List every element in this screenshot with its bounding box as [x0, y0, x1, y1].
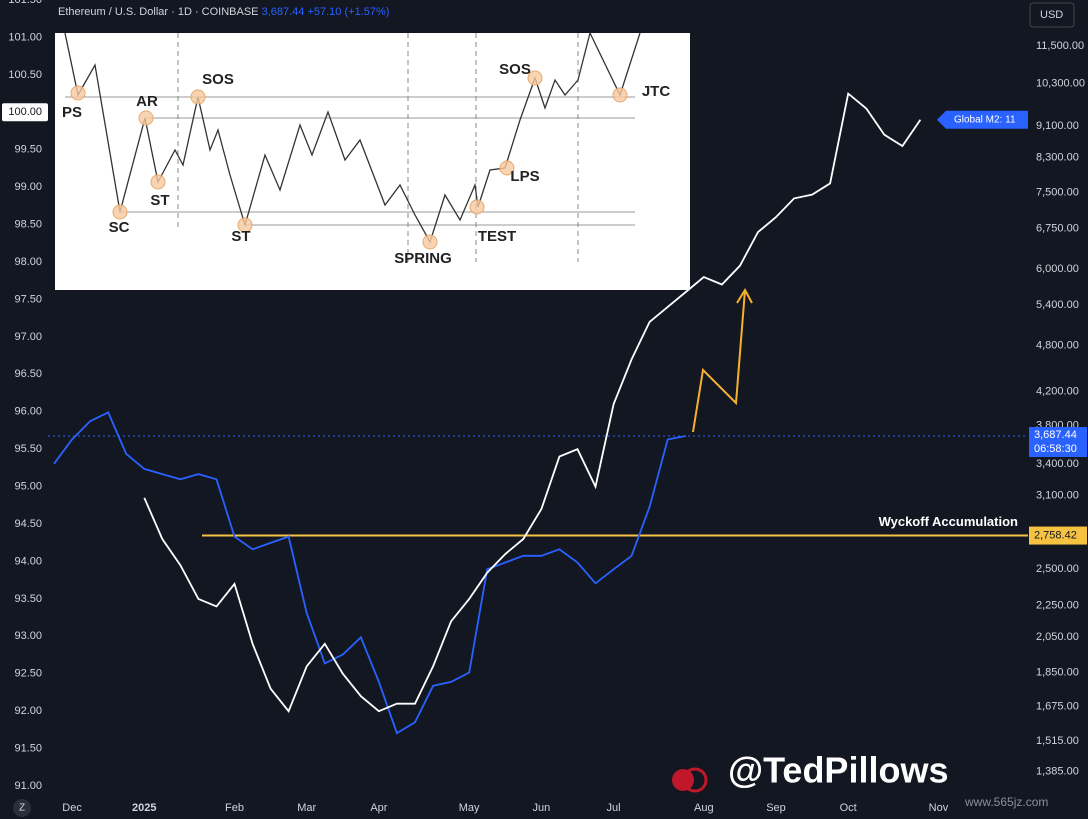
y-tick-label: 92.50 — [14, 668, 42, 680]
inset-path — [64, 31, 641, 244]
y-tick-label: 93.00 — [14, 630, 42, 642]
price-change: +57.10 (+1.57%) — [307, 6, 389, 18]
last-price: 3,687.44 — [262, 6, 305, 18]
last-price-label: 3,687.44 — [1034, 429, 1077, 441]
corner-button[interactable] — [13, 799, 31, 817]
y-tick-label: 91.00 — [14, 780, 42, 792]
inset-label: ST — [231, 228, 250, 245]
projection-arrow — [692, 287, 753, 433]
logo — [672, 767, 708, 793]
series-line — [143, 91, 922, 713]
y2-tick-label: 6,750.00 — [1036, 223, 1079, 235]
y-tick-label: 101.50 — [8, 0, 42, 6]
y-tick-label: 94.00 — [14, 555, 42, 567]
inset-label: SOS — [499, 61, 531, 78]
y2-tick-label: 2,050.00 — [1036, 631, 1079, 643]
inset-label: AR — [136, 93, 158, 110]
x-tick-label: Apr — [370, 802, 387, 814]
level-label: 2,758.42 — [1034, 529, 1077, 541]
y2-tick-label: 4,800.00 — [1036, 340, 1079, 352]
inset-points — [70, 70, 628, 250]
x-tick-label: Feb — [225, 802, 244, 814]
currency-box[interactable] — [1029, 2, 1075, 28]
inset-label: SOS — [202, 71, 234, 88]
y2-tick-label: 9,100.00 — [1036, 120, 1079, 132]
countdown: 06:58:30 — [1034, 443, 1077, 455]
y-tick-label: 97.50 — [14, 293, 42, 305]
series-line — [53, 411, 686, 735]
y2-tick-label: 1,385.00 — [1036, 766, 1079, 778]
y-tick-label: 93.50 — [14, 593, 42, 605]
y-tick-label: 100.00 — [8, 106, 42, 118]
level-box — [1029, 526, 1087, 545]
series-tag-box — [937, 110, 1028, 129]
header-meta: · 1D · COINBASE — [171, 6, 258, 18]
y2-tick-label: 11,500.00 — [1036, 40, 1084, 52]
inset-label: SC — [109, 219, 130, 236]
y-tick-label: 98.50 — [14, 218, 42, 230]
y2-tick-label: 5,400.00 — [1036, 299, 1079, 311]
series-tag: Global M2: 11 — [954, 114, 1016, 125]
x-tick-label: Jul — [607, 802, 621, 814]
level-text: Wyckoff Accumulation — [879, 514, 1018, 529]
x-tick-label: May — [459, 802, 480, 814]
y2-tick-label: 10,300.00 — [1036, 78, 1085, 90]
x-tick-label: Nov — [929, 802, 949, 814]
y-tick-label: 92.00 — [14, 705, 42, 717]
inset-label: SPRING — [394, 250, 452, 267]
y2-tick-label: 1,850.00 — [1036, 666, 1079, 678]
inset-phases — [177, 33, 579, 262]
wyckoff-inset: PS SC AR ST SOS ST SPRING TEST LPS SOS JTC — [55, 31, 690, 290]
inset-label: PS — [62, 104, 82, 121]
y-tick-label: 99.00 — [14, 181, 42, 193]
chart-header: Ethereum / U.S. Dollar · 1D · COINBASE 3… — [58, 6, 389, 18]
inset-label: LPS — [510, 168, 539, 185]
y2-tick-label: 2,500.00 — [1036, 563, 1079, 575]
y-tick-label: 99.50 — [14, 144, 42, 156]
inset-label: TEST — [478, 228, 516, 245]
x-tick-label: Mar — [297, 802, 316, 814]
x-tick-label: Sep — [766, 802, 786, 814]
x-tick-label: Aug — [694, 802, 714, 814]
inset-levels — [65, 96, 635, 226]
y-tick-label: 100.50 — [8, 69, 42, 81]
y-tick-highlight — [2, 103, 48, 122]
y2-tick-label: 8,300.00 — [1036, 152, 1079, 164]
site-watermark: www.565jz.com — [964, 795, 1048, 809]
y2-tick-label: 2,250.00 — [1036, 599, 1079, 611]
y-tick-label: 95.50 — [14, 443, 42, 455]
y2-tick-label: 1,515.00 — [1036, 735, 1079, 747]
y2-tick-label: 4,200.00 — [1036, 385, 1079, 397]
y-tick-label: 95.00 — [14, 480, 42, 492]
corner-label: Z — [19, 803, 25, 814]
y-tick-label: 96.50 — [14, 368, 42, 380]
x-tick-label: Dec — [62, 802, 82, 814]
x-tick-label: Oct — [840, 802, 857, 814]
inset-label: JTC — [642, 83, 671, 100]
y2-tick-label: 3,100.00 — [1036, 489, 1079, 501]
y-tick-label: 94.50 — [14, 518, 42, 530]
y2-tick-label: 7,500.00 — [1036, 186, 1079, 198]
y2-tick-label: 3,400.00 — [1036, 458, 1079, 470]
x-tick-label: Jun — [532, 802, 550, 814]
watermark: @TedPillows — [728, 750, 948, 791]
y-tick-label: 91.50 — [14, 743, 42, 755]
y-tick-label: 96.00 — [14, 406, 42, 418]
symbol: Ethereum / U.S. Dollar — [58, 6, 168, 18]
y2-tick-label: 6,000.00 — [1036, 263, 1079, 275]
last-price-box — [1029, 427, 1087, 458]
y-tick-label: 98.00 — [14, 256, 42, 268]
y2-tick-label: 1,675.00 — [1036, 701, 1079, 713]
y-tick-label: 97.00 — [14, 331, 42, 343]
inset-label: ST — [150, 192, 169, 209]
inset-background — [55, 33, 690, 290]
y-tick-label: 101.00 — [8, 31, 42, 43]
x-tick-label: 2025 — [132, 802, 156, 814]
currency: USD — [1040, 9, 1063, 21]
